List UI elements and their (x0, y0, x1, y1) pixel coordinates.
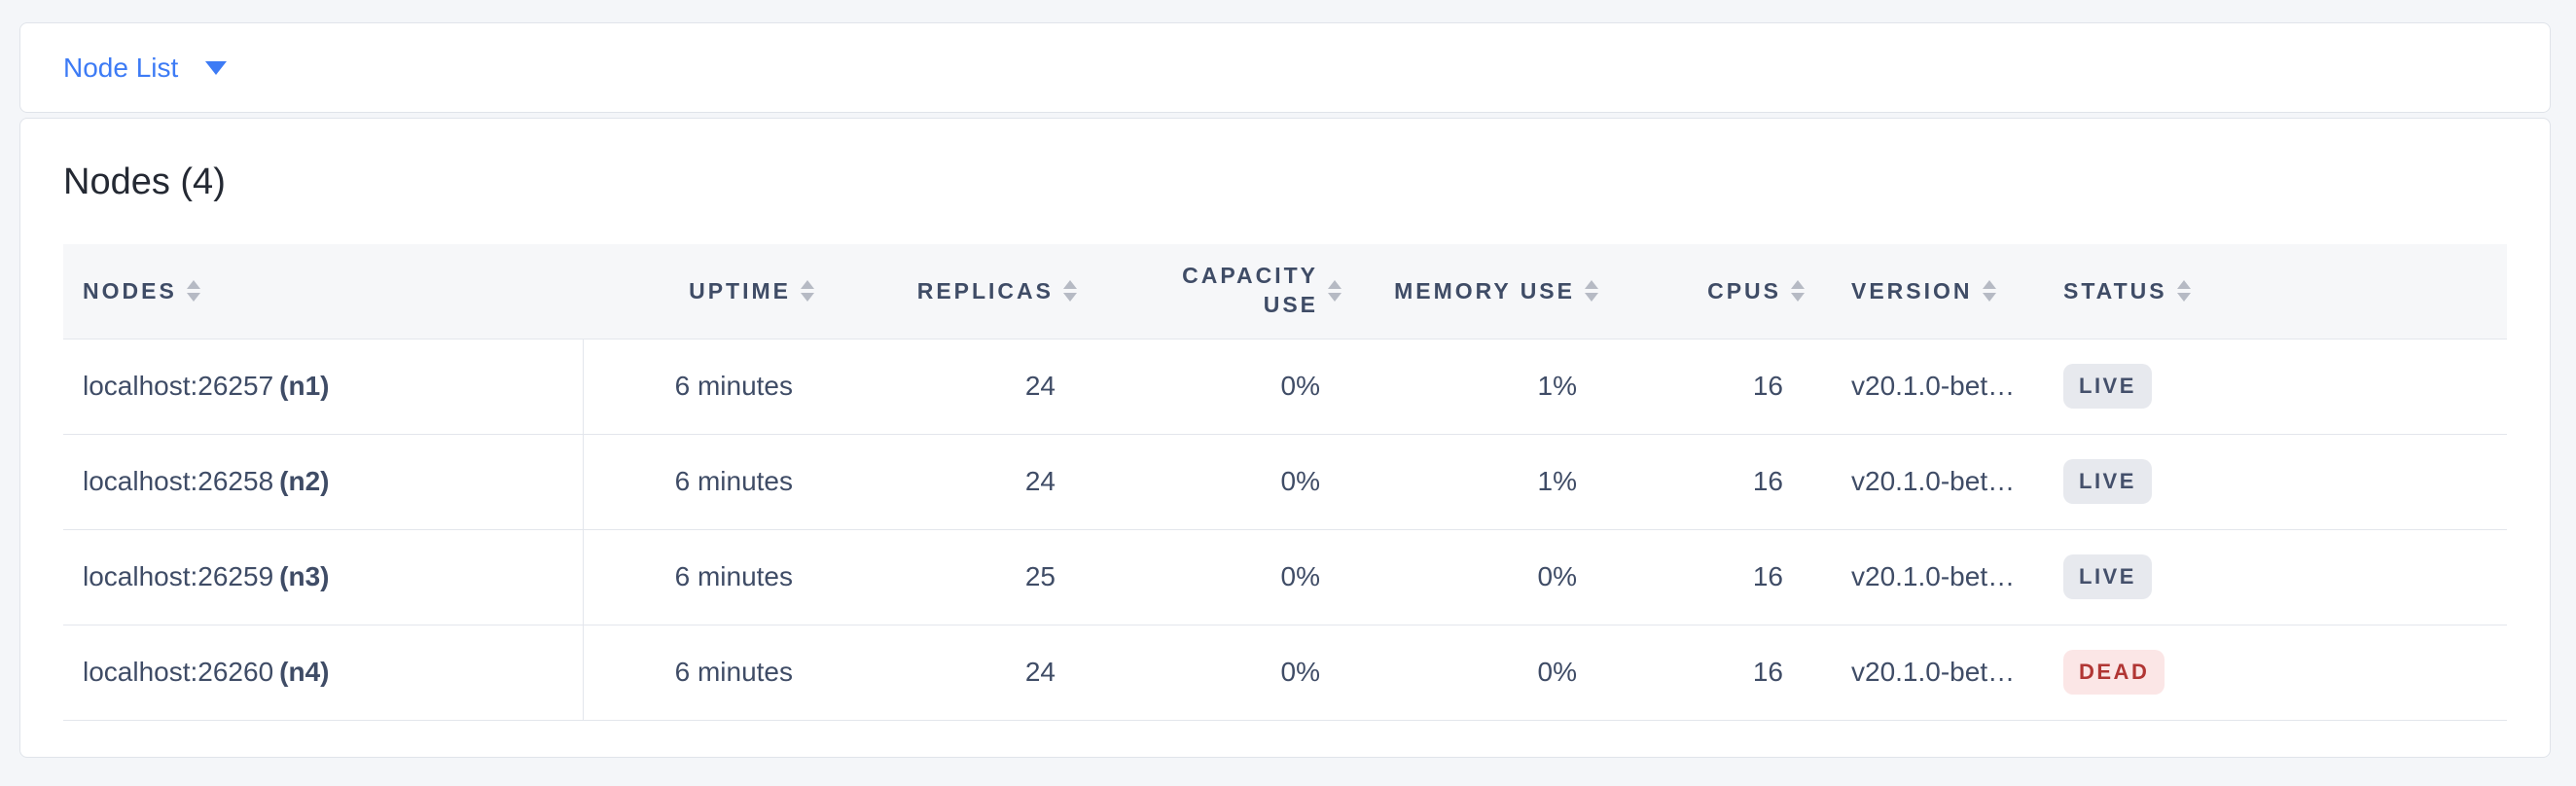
node-address-cell: localhost:26257 (n1) (63, 339, 584, 435)
view-dropdown[interactable]: Node List (63, 52, 228, 84)
uptime-cell: 6 minutes (583, 529, 822, 625)
uptime-cell: 6 minutes (583, 434, 822, 530)
version-cell: v20.1.0-bet… (1812, 529, 2054, 625)
cpus-cell: 16 (1606, 434, 1812, 530)
status-cell: LIVE (2054, 529, 2507, 625)
column-header-cpus[interactable]: CPUS (1606, 244, 1812, 339)
sort-icon[interactable] (2176, 280, 2191, 303)
node-address-cell: localhost:26258 (n2) (63, 434, 584, 530)
uptime-cell: 6 minutes (583, 339, 822, 435)
column-header-replicas[interactable]: REPLICAS (822, 244, 1085, 339)
column-header-status[interactable]: STATUS (2054, 244, 2507, 339)
replicas-cell: 24 (822, 339, 1085, 435)
view-selector-bar: Node List (19, 22, 2551, 113)
node-address-cell: localhost:26260 (n4) (63, 625, 584, 721)
page-title: Nodes (4) (63, 161, 226, 202)
replicas-cell: 24 (822, 625, 1085, 721)
sort-icon[interactable] (1791, 280, 1805, 303)
version-cell: v20.1.0-bet… (1812, 339, 2054, 435)
column-header-version[interactable]: VERSION (1812, 244, 2054, 339)
sort-icon[interactable] (801, 280, 814, 303)
node-id: (n2) (279, 466, 330, 496)
status-badge: LIVE (2063, 554, 2152, 599)
node-id: (n1) (279, 371, 330, 401)
table-row: localhost:26258 (n2) 6 minutes 24 0% 1% 1… (63, 434, 2507, 530)
table-row: localhost:26257 (n1) 6 minutes 24 0% 1% 1… (63, 339, 2507, 435)
version-cell: v20.1.0-bet… (1812, 434, 2054, 530)
sort-icon[interactable] (1585, 280, 1598, 303)
cpus-cell: 16 (1606, 339, 1812, 435)
memory-use-cell: 0% (1349, 529, 1606, 625)
table-row: localhost:26260 (n4) 6 minutes 24 0% 0% 1… (63, 625, 2507, 721)
cpus-cell: 16 (1606, 625, 1812, 721)
nodes-panel: Nodes (4) NODES UPTIME (19, 118, 2551, 758)
status-cell: LIVE (2054, 434, 2507, 530)
node-id: (n3) (279, 561, 330, 591)
sort-icon[interactable] (1982, 280, 1996, 303)
status-badge: LIVE (2063, 459, 2152, 504)
replicas-cell: 25 (822, 529, 1085, 625)
memory-use-cell: 0% (1349, 625, 1606, 721)
nodes-table: NODES UPTIME REPLICAS (63, 244, 2507, 721)
table-header-row: NODES UPTIME REPLICAS (63, 244, 2507, 339)
memory-use-cell: 1% (1349, 434, 1606, 530)
view-dropdown-label: Node List (63, 52, 179, 83)
sort-icon[interactable] (186, 280, 200, 303)
status-badge: LIVE (2063, 364, 2152, 409)
column-header-nodes[interactable]: NODES (63, 244, 583, 339)
caret-down-icon (205, 60, 228, 75)
node-id: (n4) (279, 657, 330, 687)
capacity-use-cell: 0% (1085, 529, 1349, 625)
sort-icon[interactable] (1063, 280, 1077, 303)
uptime-cell: 6 minutes (583, 625, 822, 721)
node-address-cell: localhost:26259 (n3) (63, 529, 584, 625)
capacity-use-cell: 0% (1085, 625, 1349, 721)
column-header-memory-use[interactable]: MEMORY USE (1349, 244, 1606, 339)
status-cell: DEAD (2054, 625, 2507, 721)
capacity-use-cell: 0% (1085, 434, 1349, 530)
status-badge: DEAD (2063, 650, 2165, 695)
status-cell: LIVE (2054, 339, 2507, 435)
memory-use-cell: 1% (1349, 339, 1606, 435)
capacity-use-cell: 0% (1085, 339, 1349, 435)
sort-icon[interactable] (1328, 280, 1342, 303)
cpus-cell: 16 (1606, 529, 1812, 625)
version-cell: v20.1.0-bet… (1812, 625, 2054, 721)
replicas-cell: 24 (822, 434, 1085, 530)
table-row: localhost:26259 (n3) 6 minutes 25 0% 0% 1… (63, 529, 2507, 625)
column-header-capacity-use[interactable]: CAPACITY USE (1085, 244, 1349, 339)
column-header-uptime[interactable]: UPTIME (583, 244, 822, 339)
